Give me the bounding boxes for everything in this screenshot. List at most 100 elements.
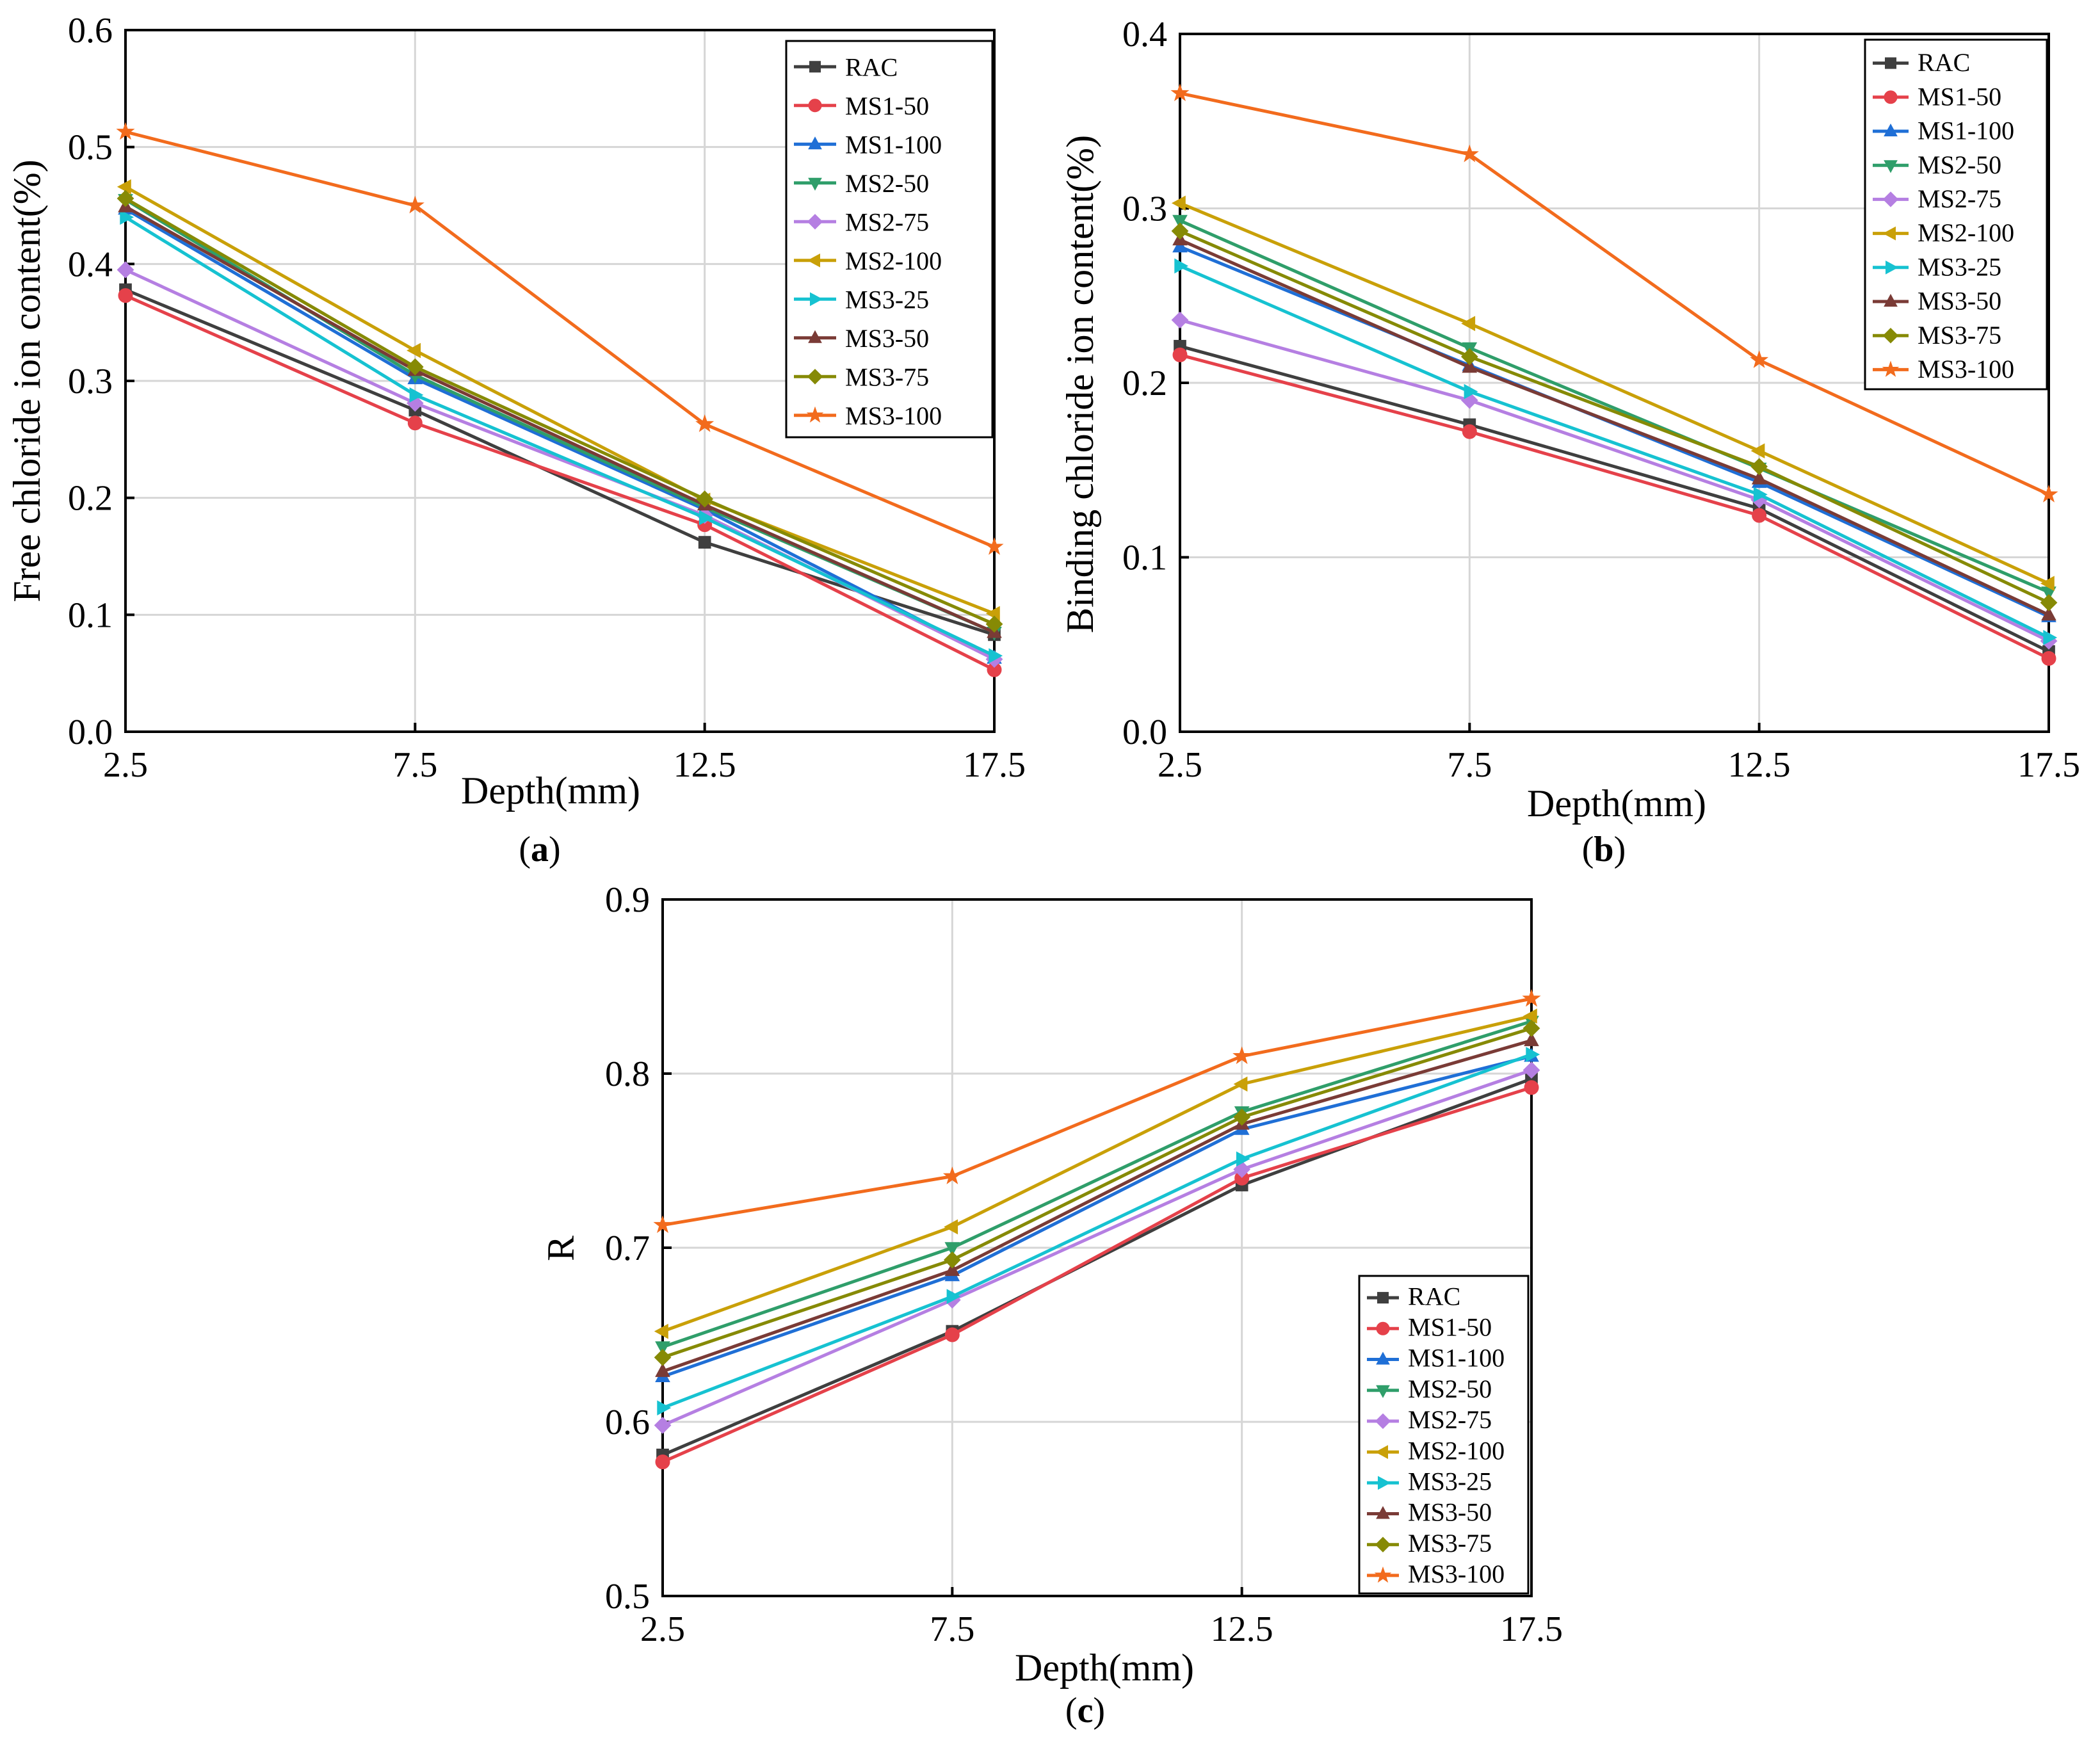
legend-marker: [1375, 1445, 1388, 1459]
legend-marker: [807, 369, 823, 385]
panel-label-paren: ): [549, 830, 561, 869]
series-line: [124, 197, 995, 626]
data-point-marker: [1524, 1080, 1539, 1095]
x-tick-label: 17.5: [963, 745, 1026, 785]
legend-label: MS2-75: [1918, 184, 2001, 213]
legend-label: RAC: [1408, 1282, 1460, 1310]
series-group: [1170, 83, 2058, 666]
data-point-marker: [1460, 348, 1478, 366]
series-line: [662, 1054, 1532, 1378]
data-point-marker: [1753, 487, 1768, 503]
series-ms3-75: [1171, 222, 2058, 611]
legend-label: MS1-50: [1918, 82, 2001, 111]
legend-label: MS2-50: [1918, 150, 2001, 179]
panel-label-paren: (: [1065, 1691, 1078, 1730]
series-line: [1179, 92, 2050, 496]
data-point-marker: [1522, 988, 1541, 1007]
legend-marker: [1376, 1506, 1390, 1519]
y-tick-label: 0.6: [605, 1403, 650, 1442]
data-point-marker: [1171, 311, 1189, 329]
data-point-marker: [1171, 195, 1186, 211]
legend-marker: [1885, 57, 1896, 69]
legend-label: MS1-50: [845, 92, 929, 120]
series-group: [116, 122, 1004, 677]
legend-label: MS3-75: [845, 362, 929, 391]
series-line: [662, 1014, 1532, 1333]
series-line: [1179, 264, 2050, 640]
legend-marker: [1376, 1321, 1390, 1335]
legend-label: MS2-100: [1918, 218, 2014, 247]
y-tick-label: 0.2: [68, 479, 113, 519]
data-point-marker: [654, 1323, 668, 1339]
y-tick-label: 0.3: [68, 362, 113, 401]
legend-label: MS3-50: [1408, 1498, 1492, 1527]
legend-label: MS3-25: [1918, 252, 2001, 281]
series-ms3-75: [654, 1019, 1540, 1366]
data-point-marker: [1174, 258, 1189, 274]
y-tick-label: 0.3: [1122, 189, 1167, 229]
x-tick-label: 7.5: [930, 1609, 974, 1649]
x-tick-label: 2.5: [640, 1609, 685, 1649]
x-axis-title: Depth(mm): [461, 770, 640, 812]
data-point-marker: [1232, 1046, 1252, 1065]
legend-marker: [807, 214, 823, 230]
legend-label: MS3-100: [1918, 355, 2014, 383]
legend-marker: [1375, 1536, 1391, 1552]
y-tick-label: 0.6: [68, 11, 113, 51]
legend-marker: [1884, 90, 1898, 104]
series-line: [662, 1052, 1532, 1410]
series-ms2-100: [654, 1008, 1537, 1339]
data-point-marker: [653, 1215, 672, 1234]
legend-label: MS1-100: [1408, 1344, 1505, 1373]
legend-label: RAC: [1918, 48, 1970, 77]
data-point-marker: [944, 1242, 960, 1257]
series-line: [662, 1068, 1532, 1427]
series-line: [661, 1086, 1532, 1463]
series-line: [662, 1020, 1532, 1349]
series-line: [1179, 344, 2050, 653]
x-axis-title: Depth(mm): [1527, 782, 1706, 825]
series-line: [662, 1038, 1532, 1373]
data-point-marker: [1170, 83, 1190, 102]
data-point-marker: [1236, 1151, 1250, 1167]
data-point-marker: [946, 1289, 961, 1305]
data-point-marker: [118, 288, 133, 303]
y-tick-label: 0.0: [68, 713, 113, 752]
panel-label: (a): [519, 830, 560, 869]
legend-marker: [808, 136, 822, 150]
data-point-marker: [1172, 347, 1188, 362]
legend-marker: [809, 61, 821, 73]
data-point-marker: [1233, 1108, 1251, 1126]
series-line: [1179, 229, 2050, 604]
legend-label: MS1-100: [1918, 117, 2014, 145]
data-point-marker: [654, 1348, 672, 1366]
data-point-marker: [1464, 383, 1478, 399]
legend-marker: [1375, 1413, 1391, 1430]
series-line: [124, 205, 996, 634]
y-tick-label: 0.5: [605, 1577, 650, 1616]
legend-label: MS2-75: [1408, 1405, 1492, 1434]
data-point-marker: [407, 343, 421, 359]
data-point-marker: [117, 179, 131, 195]
series-ms3-100: [653, 988, 1541, 1234]
chart-panel-a: 2.5 7.5 12.5 17.5 0.0 0.1 0.2 0.3 0.4 0.5 0.6 Depth…: [6, 11, 1026, 869]
legend-marker: [810, 292, 823, 307]
series-group: [653, 988, 1541, 1470]
data-point-marker: [2041, 651, 2056, 666]
panel-label: (c): [1065, 1691, 1105, 1730]
legend-marker: [1376, 1351, 1390, 1365]
legend-marker: [1882, 191, 1899, 207]
y-tick-label: 0.1: [1122, 538, 1167, 578]
legend-label: MS2-100: [1408, 1436, 1505, 1465]
series-line: [1179, 238, 2050, 617]
x-tick-label: 7.5: [1447, 745, 1492, 785]
data-point-marker: [655, 1362, 670, 1377]
data-point-marker: [409, 387, 424, 403]
data-point-marker: [1750, 350, 1769, 368]
series-line: [124, 207, 996, 660]
x-tick-label: 2.5: [103, 745, 148, 785]
legend-marker: [1884, 293, 1898, 307]
data-point-marker: [985, 537, 1004, 555]
legend-label: MS3-25: [1408, 1467, 1492, 1496]
series-line: [1179, 219, 2049, 594]
